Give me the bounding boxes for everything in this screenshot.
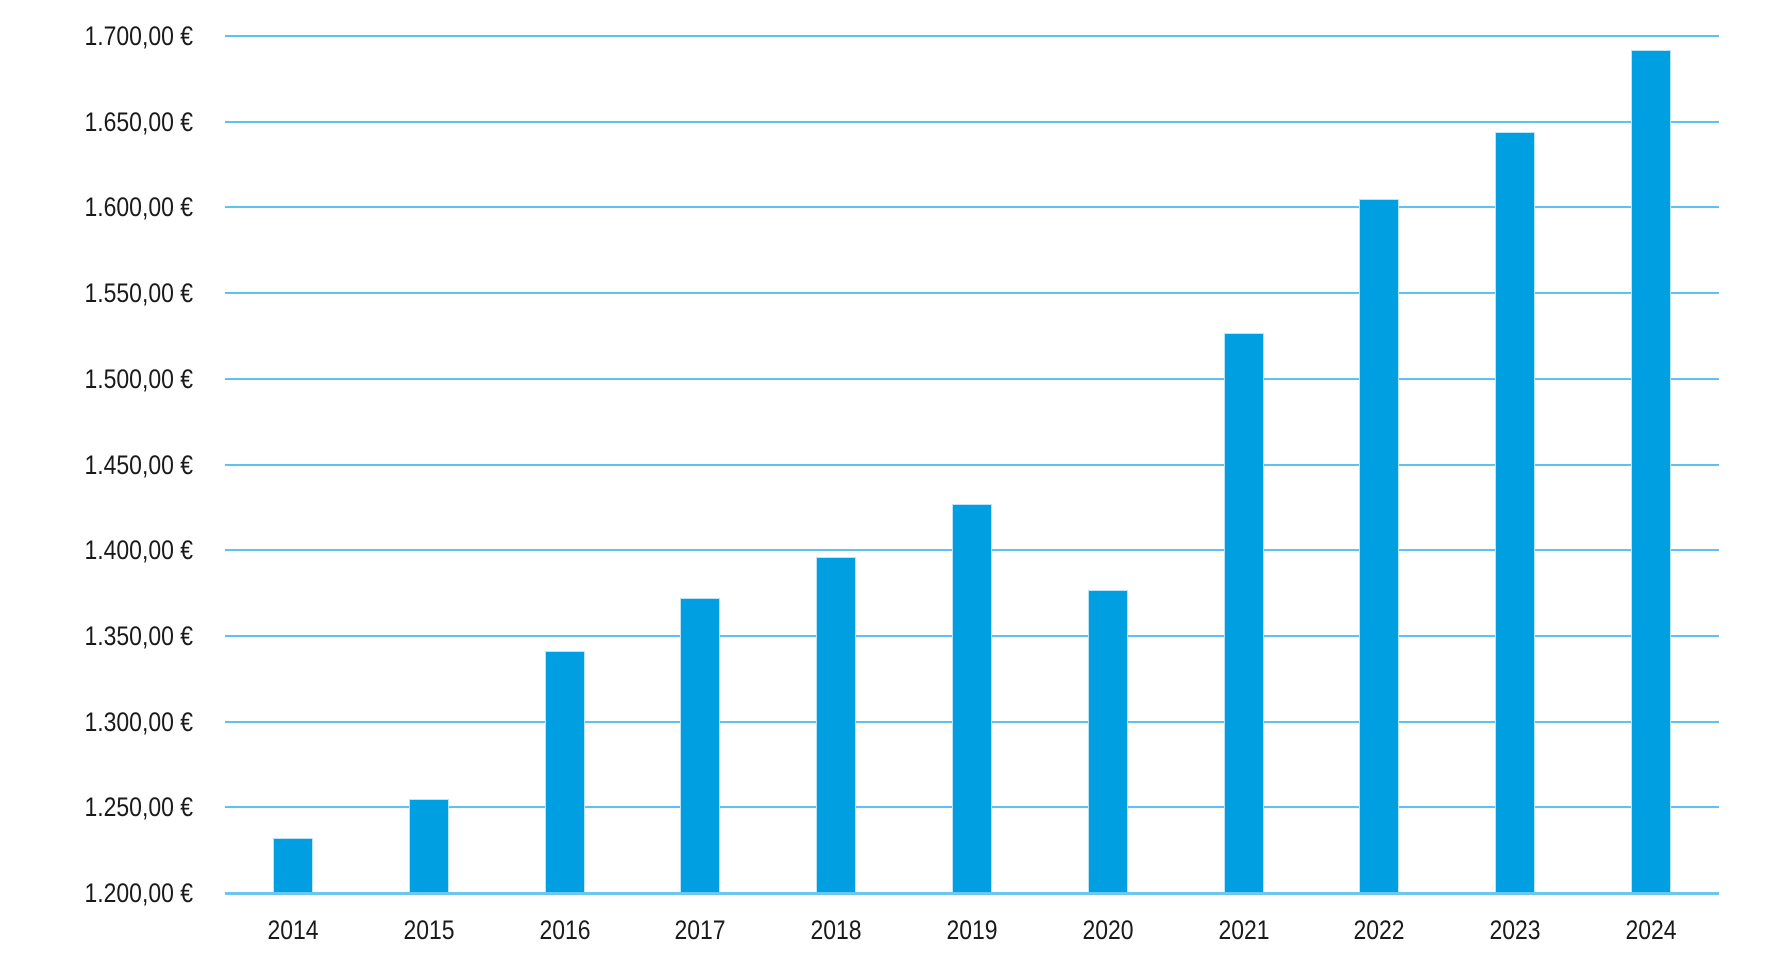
bar-2018 [816,557,857,893]
x-axis-label-2018: 2018 [810,915,862,945]
bar-2017 [680,598,721,893]
y-gridline-1500 [225,377,1719,380]
x-axis-label-2020: 2020 [1082,915,1134,945]
y-gridline-1650 [225,120,1719,123]
x-axis-label-2024: 2024 [1625,915,1677,945]
y-axis-tick-label-1350: 1.350,00 € [84,620,193,651]
y-axis-tick-label-1400: 1.400,00 € [84,535,193,566]
y-gridline-1450 [225,463,1719,466]
bar-2015 [408,798,449,893]
y-axis-tick-label-1500: 1.500,00 € [84,363,193,394]
y-axis-tick-label-1600: 1.600,00 € [84,192,193,223]
x-axis-label-2014: 2014 [267,915,319,945]
bar-2024 [1631,49,1672,893]
y-axis-tick-label-1300: 1.300,00 € [84,706,193,737]
x-axis-label-2021: 2021 [1218,915,1270,945]
y-gridline-1550 [225,292,1719,295]
x-axis-label-2017: 2017 [674,915,726,945]
y-gridline-1600 [225,206,1719,209]
x-axis-label-2015: 2015 [403,915,455,945]
bar-2019 [952,503,992,893]
x-axis-label-2023: 2023 [1489,915,1541,945]
y-axis-tick-label-1700: 1.700,00 € [84,21,193,51]
x-axis-label-2019: 2019 [946,915,998,945]
bar-2021 [1223,332,1264,893]
y-axis-tick-label-1200: 1.200,00 € [84,878,193,908]
y-axis-tick-label-1550: 1.550,00 € [84,278,193,309]
x-axis-line [225,892,1719,895]
bar-2016 [544,651,585,893]
bar-2022 [1359,198,1400,893]
bar-2014 [272,838,313,893]
y-axis-tick-label-1450: 1.450,00 € [84,449,193,480]
x-axis-label-2022: 2022 [1353,915,1405,945]
bar-2023 [1495,131,1536,893]
y-gridline-1700 [225,35,1719,37]
y-axis-tick-label-1250: 1.250,00 € [84,792,193,823]
y-axis-tick-label-1650: 1.650,00 € [84,106,193,137]
x-axis-label-2016: 2016 [538,915,591,945]
bar-2020 [1087,589,1128,893]
